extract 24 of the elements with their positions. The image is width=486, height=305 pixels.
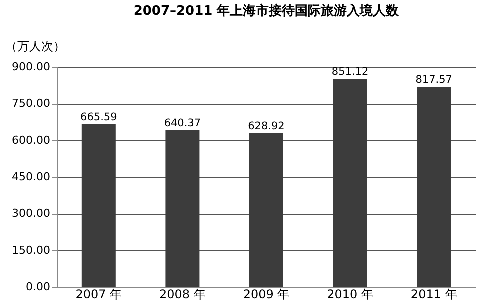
bar xyxy=(250,133,284,287)
bar xyxy=(333,78,368,287)
y-axis-title: （万人次） xyxy=(6,40,66,54)
x-tick-label: 2010 年 xyxy=(327,288,374,302)
x-tick-label: 2009 年 xyxy=(243,288,290,302)
bar xyxy=(166,130,200,287)
y-tick-label: 150.00 xyxy=(12,244,50,257)
data-label: 640.37 xyxy=(164,117,202,130)
data-label: 851.12 xyxy=(332,66,369,78)
y-tick-label: 600.00 xyxy=(12,134,50,147)
x-tick-label: 2007 年 xyxy=(76,288,122,302)
bar xyxy=(417,87,452,287)
x-tick-label: 2008 年 xyxy=(160,288,206,302)
data-label: 817.57 xyxy=(416,74,452,86)
data-label: 665.59 xyxy=(80,111,118,124)
y-tick-label: 750.00 xyxy=(12,97,50,110)
bar xyxy=(82,124,116,287)
y-tick-label: 450.00 xyxy=(12,170,50,184)
x-tick-label: 2011 年 xyxy=(410,288,458,302)
data-label: 628.92 xyxy=(248,120,285,132)
y-tick-label: 900.00 xyxy=(12,60,50,74)
chart-title: 2007–2011 年上海市接待国际旅游入境人数 xyxy=(134,3,400,19)
y-tick-label: 0.00 xyxy=(26,280,50,294)
y-tick-label: 300.00 xyxy=(12,207,50,220)
